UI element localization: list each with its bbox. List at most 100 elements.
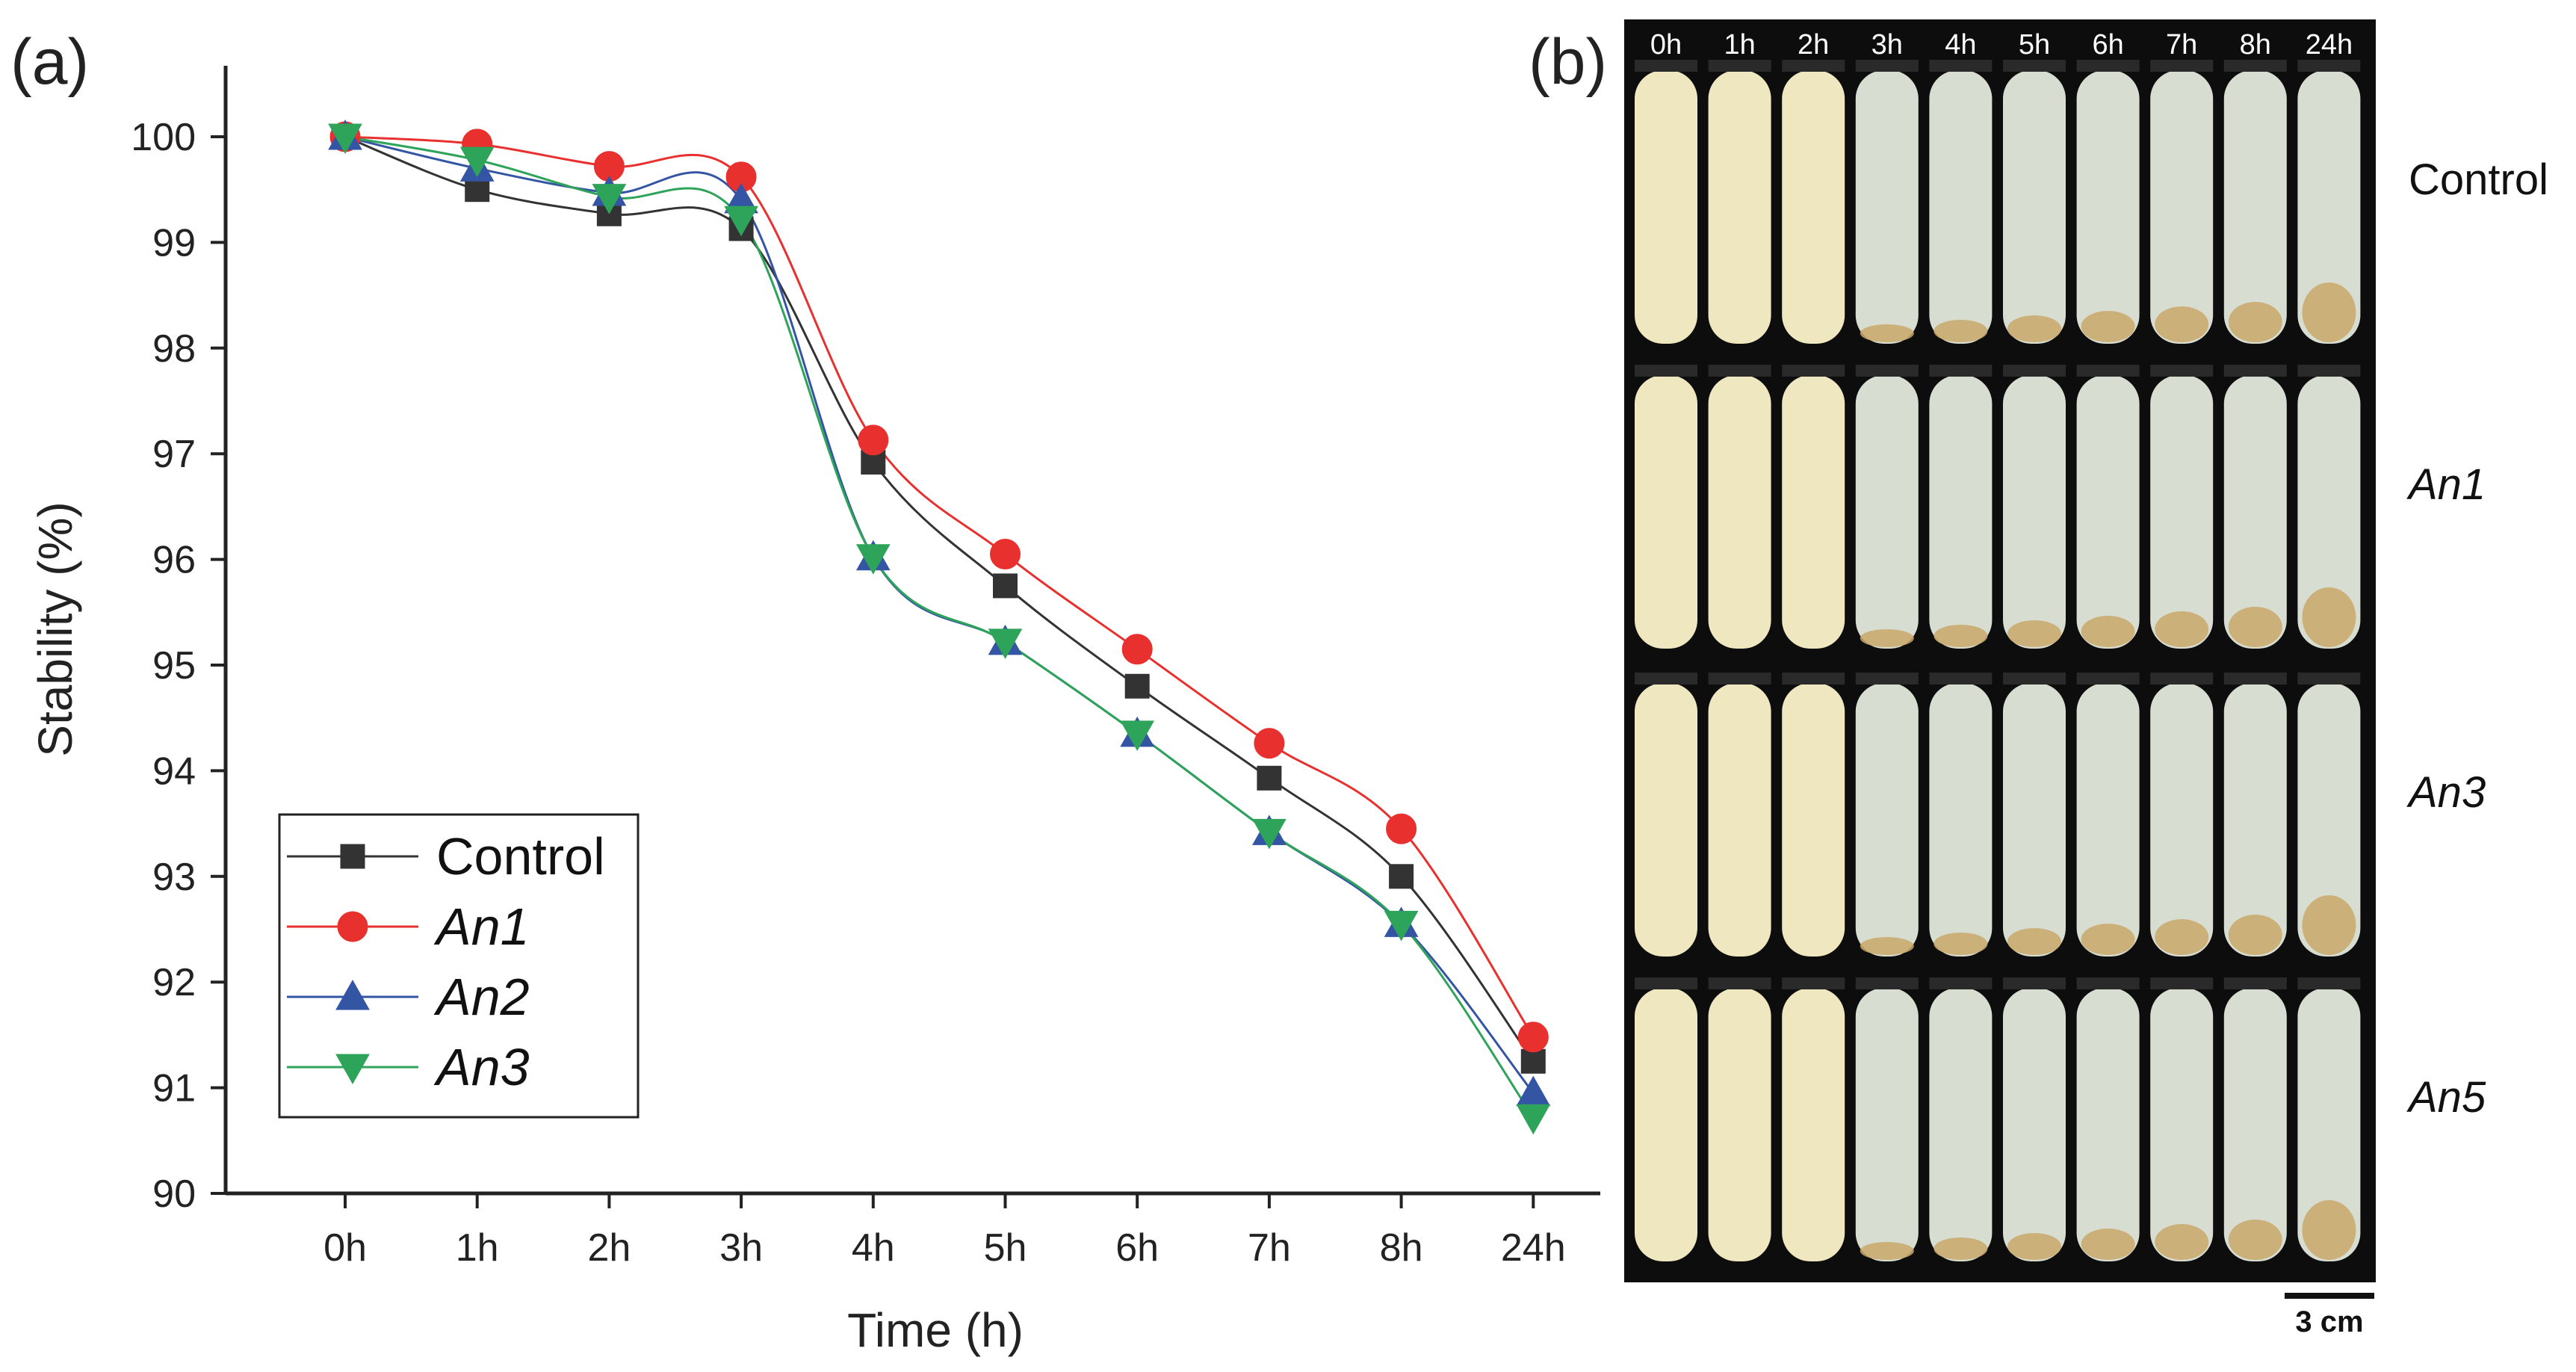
tube-cap — [2003, 673, 2066, 685]
tube — [2297, 683, 2361, 957]
series-line-control — [344, 135, 1535, 1063]
tube-time-label: 24h — [2306, 29, 2353, 61]
x-tick-label: 5h — [984, 1226, 1027, 1270]
tube-time-label: 0h — [1650, 29, 1682, 61]
x-tick-label: 0h — [323, 1226, 367, 1270]
tube-sediment — [2081, 1229, 2135, 1260]
tube — [2223, 683, 2287, 957]
tube — [1855, 70, 1919, 344]
tube-cap — [2003, 977, 2066, 989]
x-tick-label: 1h — [456, 1226, 499, 1270]
tube-sediment — [2228, 915, 2282, 955]
tube-sediment — [1933, 1237, 1988, 1260]
tube — [2076, 988, 2140, 1261]
data-point-an3-8h — [1384, 910, 1419, 942]
data-point-control-5h — [993, 573, 1018, 599]
data-point-an1-4h — [858, 424, 889, 456]
tube-cap — [2076, 60, 2140, 72]
tube-time-labels: 0h 1h 2h 3h 4h 5h 6h 7h 8h 24h — [1650, 29, 2353, 61]
data-point-an3-0h — [328, 123, 362, 155]
tube-sediment — [2228, 302, 2282, 342]
tube — [1708, 70, 1771, 344]
y-tick-label: 95 — [152, 644, 196, 687]
tube-sediment — [2302, 282, 2356, 342]
data-point-an1-6h — [1121, 634, 1153, 665]
legend-marker-an3 — [335, 1054, 370, 1085]
tube-sediment — [2007, 1233, 2061, 1260]
tube-cap — [1782, 365, 1845, 377]
tube-sediment — [2007, 928, 2061, 955]
scale-bar: 3 cm — [2285, 1293, 2374, 1338]
tube-cap — [2150, 977, 2214, 989]
x-tick-label: 4h — [852, 1226, 895, 1270]
tube — [1929, 988, 1993, 1261]
y-tick-label: 100 — [131, 116, 196, 159]
tube-cap — [2223, 60, 2287, 72]
legend-label-control: Control — [436, 827, 605, 886]
tube-cap — [2223, 365, 2287, 377]
x-tick-label: 3h — [719, 1226, 763, 1270]
tube-cap — [1929, 977, 1993, 989]
tube — [2223, 988, 2287, 1261]
tube-sediment — [1860, 324, 1914, 342]
tube-cap — [2223, 673, 2287, 685]
tube-sediment — [2302, 895, 2356, 955]
legend: Control An1 An2 An3 — [278, 813, 640, 1119]
tube — [1855, 988, 1919, 1261]
tube — [1855, 683, 1919, 957]
tube-sediment — [1860, 629, 1914, 647]
data-point-an1-8h — [1386, 813, 1417, 844]
y-tick-label: 96 — [152, 539, 196, 582]
tube-sediment — [1860, 1242, 1914, 1260]
tube-time-label: 7h — [2166, 29, 2197, 61]
tube-cap — [2297, 673, 2361, 685]
tube-cap — [1708, 60, 1771, 72]
tube-cap — [2076, 673, 2140, 685]
tube-cap — [1855, 673, 1919, 685]
tube-time-label: 1h — [1724, 29, 1755, 61]
tube — [1782, 375, 1845, 649]
series-line-an3 — [344, 135, 1535, 1119]
tube-cap — [1635, 365, 1697, 377]
tube-time-label: 2h — [1798, 29, 1829, 61]
y-tick-label: 99 — [152, 221, 196, 265]
tube — [1929, 375, 1993, 649]
legend-marker-control — [340, 844, 365, 869]
tube — [1855, 375, 1919, 649]
tube — [2223, 375, 2287, 649]
data-point-an3-4h — [855, 544, 891, 575]
tube-cap — [2003, 60, 2066, 72]
tube — [2150, 70, 2214, 344]
tube-sediment — [2302, 587, 2356, 647]
x-tick-label: 6h — [1115, 1226, 1159, 1270]
tube — [1782, 683, 1845, 957]
tube-sediment — [2228, 1220, 2282, 1260]
tube — [1635, 375, 1697, 649]
x-tick-label: 24h — [1501, 1226, 1566, 1270]
data-point-control-24h — [1520, 1048, 1546, 1074]
tubes — [1635, 60, 2361, 1261]
scale-bar-label: 3 cm — [2295, 1305, 2363, 1338]
stability-chart: 90 91 92 93 94 95 96 97 98 99 100 0h 1h 2h 3h 4h 5h 6h 7h… — [28, 66, 1600, 1357]
tube-time-label: 8h — [2240, 29, 2271, 61]
row-label-an5: An5 — [2406, 1073, 2486, 1122]
tube — [2076, 70, 2140, 344]
tube-cap — [1635, 60, 1697, 72]
tube — [2297, 70, 2361, 344]
tube-time-label: 6h — [2092, 29, 2123, 61]
data-point-an1-24h — [1517, 1022, 1549, 1053]
tube-cap — [1929, 60, 1993, 72]
tube — [1782, 988, 1845, 1261]
tube-cap — [1782, 673, 1845, 685]
tube — [1708, 683, 1771, 957]
tube-cap — [2297, 60, 2361, 72]
tube-cap — [2297, 365, 2361, 377]
series-lines — [344, 135, 1535, 1119]
y-tick-label: 92 — [152, 961, 196, 1004]
y-tick-label: 98 — [152, 327, 196, 371]
row-label-an3: An3 — [2406, 768, 2486, 817]
y-tick-label: 94 — [152, 750, 196, 793]
tube-cap — [1855, 60, 1919, 72]
tube-sediment — [2155, 919, 2209, 955]
